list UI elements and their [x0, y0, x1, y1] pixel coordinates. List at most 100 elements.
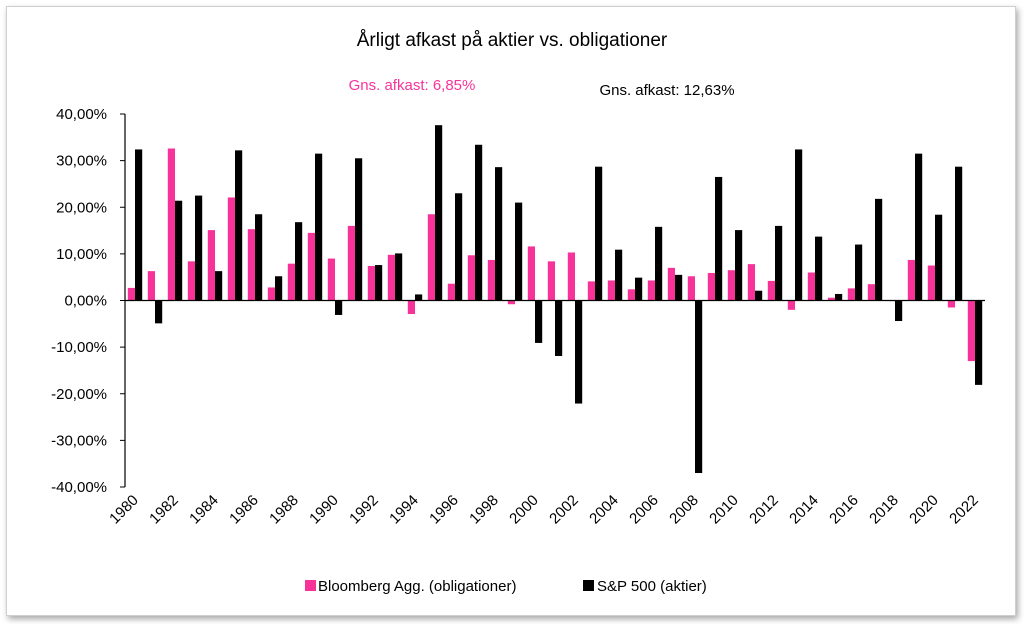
- bond-bar-1995: [427, 214, 435, 301]
- stock-bar-1994: [415, 294, 423, 301]
- bars: [127, 125, 983, 474]
- stock-bar-2016: [855, 244, 863, 301]
- stock-bar-1997: [475, 144, 483, 301]
- stock-bar-2022: [975, 300, 983, 385]
- stock-bar-1980: [135, 149, 143, 301]
- bond-bar-1993: [387, 254, 395, 301]
- bond-bar-2009: [707, 272, 715, 301]
- y-tick-label: -10,00%: [51, 339, 107, 356]
- stock-bar-2014: [815, 236, 823, 301]
- y-tick-label: 0,00%: [64, 293, 107, 310]
- y-tick-label: 10,00%: [56, 246, 107, 263]
- y-tick-label: 30,00%: [56, 153, 107, 170]
- stock-bar-2010: [735, 230, 743, 301]
- stock-bar-2009: [715, 176, 723, 301]
- stock-bar-2003: [595, 166, 603, 301]
- bond-bar-2015: [827, 297, 835, 301]
- bond-bar-2000: [527, 246, 535, 301]
- stock-bar-2004: [615, 249, 623, 301]
- bond-bar-1991: [347, 225, 355, 301]
- x-tick-label: 1982: [146, 492, 182, 528]
- bond-bar-1997: [467, 255, 475, 301]
- bond-bar-2007: [667, 267, 675, 301]
- bond-bar-2017: [867, 284, 875, 301]
- bond-bar-2002: [567, 252, 575, 301]
- x-tick-label: 2002: [546, 492, 582, 528]
- stock-bar-2008: [695, 300, 703, 474]
- stock-bar-2012: [775, 225, 783, 301]
- x-tick-label: 1988: [266, 492, 302, 528]
- stock-bar-2006: [655, 226, 663, 301]
- bond-bar-1980: [127, 287, 135, 301]
- bond-bar-2011: [747, 264, 755, 301]
- bond-bar-1988: [287, 263, 295, 301]
- bond-bar-1992: [367, 266, 375, 301]
- y-tick-label: -30,00%: [51, 432, 107, 449]
- x-tick-label: 1992: [346, 492, 382, 528]
- bond-bar-2014: [807, 272, 815, 301]
- bond-bar-2021: [947, 300, 955, 308]
- stock-bar-1992: [375, 265, 383, 301]
- x-tick-label: 2006: [626, 492, 662, 528]
- stock-bar-1985: [235, 150, 243, 301]
- x-tick-label: 2010: [706, 492, 742, 528]
- bond-bar-1986: [247, 229, 255, 301]
- legend-label-bonds: Bloomberg Agg. (obligationer): [318, 578, 516, 595]
- bond-bar-1989: [307, 232, 315, 301]
- stock-bar-2018: [895, 300, 903, 322]
- bond-bar-2003: [587, 281, 595, 301]
- stocks-average-annotation: Gns. afkast: 12,63%: [599, 82, 734, 99]
- y-tick-label: 20,00%: [56, 199, 107, 216]
- x-tick-label: 2014: [786, 492, 822, 528]
- bond-bar-1981: [147, 271, 155, 301]
- bond-bar-2010: [727, 270, 735, 301]
- stock-bar-2005: [635, 277, 643, 301]
- stock-bar-2015: [835, 293, 843, 301]
- stock-bar-2011: [755, 290, 763, 301]
- x-tick-label: 2012: [746, 492, 782, 528]
- x-tick-label: 2004: [586, 492, 622, 528]
- stock-bar-2007: [675, 274, 683, 301]
- legend-label-stocks: S&P 500 (aktier): [597, 578, 707, 595]
- stock-bar-1999: [515, 202, 523, 301]
- bond-bar-1987: [267, 287, 275, 301]
- axes: [120, 113, 985, 488]
- x-tick-label: 1998: [466, 492, 502, 528]
- bond-bar-2019: [907, 259, 915, 301]
- stock-bar-1982: [175, 200, 183, 301]
- legend-swatch-stocks: [583, 580, 594, 591]
- stock-bar-2017: [875, 198, 883, 301]
- stock-bar-1983: [195, 195, 203, 301]
- stock-bar-1990: [335, 300, 343, 315]
- y-tick-label: -40,00%: [51, 479, 107, 496]
- stock-bar-1986: [255, 214, 263, 301]
- chart-frame: [6, 6, 1016, 616]
- stock-bar-1987: [275, 276, 283, 301]
- stock-bar-2013: [795, 149, 803, 301]
- bond-bar-1996: [447, 283, 455, 301]
- bond-bar-1984: [207, 230, 215, 301]
- bond-bar-2008: [687, 276, 695, 301]
- chart-title: Årligt afkast på aktier vs. obligationer: [357, 30, 668, 51]
- x-tick-label: 2018: [866, 492, 902, 528]
- x-tick-label: 1996: [426, 492, 462, 528]
- x-tick-label: 1986: [226, 492, 262, 528]
- bond-bar-2001: [547, 261, 555, 301]
- stock-bar-1989: [315, 153, 323, 301]
- stock-bar-1984: [215, 271, 223, 301]
- bond-bar-1982: [167, 148, 175, 301]
- x-tick-label: 2020: [906, 492, 942, 528]
- x-axis-tick-labels: 1980 1982 1984 1986 1988 1990 1992 1994 1996 1998…: [106, 492, 982, 528]
- bond-bar-1983: [187, 261, 195, 301]
- y-tick-label: -20,00%: [51, 386, 107, 403]
- x-tick-label: 2016: [826, 492, 862, 528]
- stock-bar-2019: [915, 153, 923, 301]
- legend-swatch-bonds: [305, 580, 316, 591]
- bond-bar-2020: [927, 265, 935, 301]
- bond-bar-1990: [327, 258, 335, 301]
- stock-bar-1981: [155, 300, 163, 324]
- x-tick-label: 2022: [946, 492, 982, 528]
- x-tick-label: 2000: [506, 492, 542, 528]
- stock-bar-2000: [535, 300, 543, 343]
- stock-bar-1996: [455, 193, 463, 301]
